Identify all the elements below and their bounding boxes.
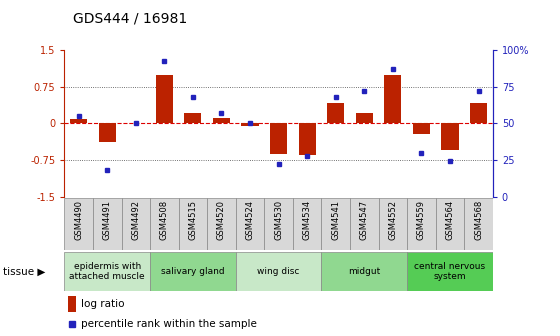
Text: GSM4559: GSM4559 — [417, 200, 426, 240]
Bar — [156, 75, 173, 124]
Text: GSM4552: GSM4552 — [388, 200, 398, 240]
Text: GSM4534: GSM4534 — [302, 200, 312, 240]
Text: GSM4541: GSM4541 — [331, 200, 340, 240]
Text: salivary gland: salivary gland — [161, 267, 225, 276]
Bar — [99, 124, 116, 142]
Text: wing disc: wing disc — [258, 267, 300, 276]
Bar — [441, 124, 459, 150]
Text: epidermis with
attached muscle: epidermis with attached muscle — [69, 262, 145, 281]
Text: midgut: midgut — [348, 267, 380, 276]
Bar — [356, 113, 373, 124]
Bar — [184, 113, 202, 124]
Bar — [213, 118, 230, 124]
Text: GDS444 / 16981: GDS444 / 16981 — [73, 12, 187, 26]
Text: GSM4564: GSM4564 — [445, 200, 455, 240]
Bar — [413, 124, 430, 134]
Text: GSM4492: GSM4492 — [131, 200, 141, 240]
Bar — [407, 252, 493, 291]
Text: GSM4490: GSM4490 — [74, 200, 83, 240]
Bar — [321, 198, 350, 250]
Bar — [384, 75, 402, 124]
Bar — [293, 198, 321, 250]
Text: log ratio: log ratio — [81, 299, 125, 308]
Bar — [470, 103, 487, 124]
Text: GSM4508: GSM4508 — [160, 200, 169, 240]
Bar — [236, 198, 264, 250]
Bar — [436, 198, 464, 250]
Bar — [264, 198, 293, 250]
Bar — [64, 252, 150, 291]
Bar — [150, 252, 236, 291]
Bar — [327, 103, 344, 124]
Text: GSM4515: GSM4515 — [188, 200, 198, 240]
Text: tissue ▶: tissue ▶ — [3, 266, 45, 276]
Text: percentile rank within the sample: percentile rank within the sample — [81, 319, 257, 329]
Bar — [236, 252, 321, 291]
Bar — [379, 198, 407, 250]
Bar — [179, 198, 207, 250]
Text: GSM4520: GSM4520 — [217, 200, 226, 240]
Bar — [64, 198, 93, 250]
Bar — [122, 198, 150, 250]
Text: GSM4524: GSM4524 — [245, 200, 255, 240]
Text: GSM4547: GSM4547 — [360, 200, 369, 240]
Bar — [321, 252, 407, 291]
Bar — [93, 198, 122, 250]
Bar — [464, 198, 493, 250]
Bar — [270, 124, 287, 154]
Text: GSM4568: GSM4568 — [474, 200, 483, 240]
Bar — [150, 198, 179, 250]
Bar — [298, 124, 316, 155]
Bar — [68, 296, 76, 312]
Text: GSM4530: GSM4530 — [274, 200, 283, 240]
Text: GSM4491: GSM4491 — [102, 200, 112, 240]
Bar — [207, 198, 236, 250]
Text: central nervous
system: central nervous system — [414, 262, 486, 281]
Bar — [241, 124, 259, 126]
Bar — [70, 119, 87, 124]
Bar — [407, 198, 436, 250]
Bar — [350, 198, 379, 250]
